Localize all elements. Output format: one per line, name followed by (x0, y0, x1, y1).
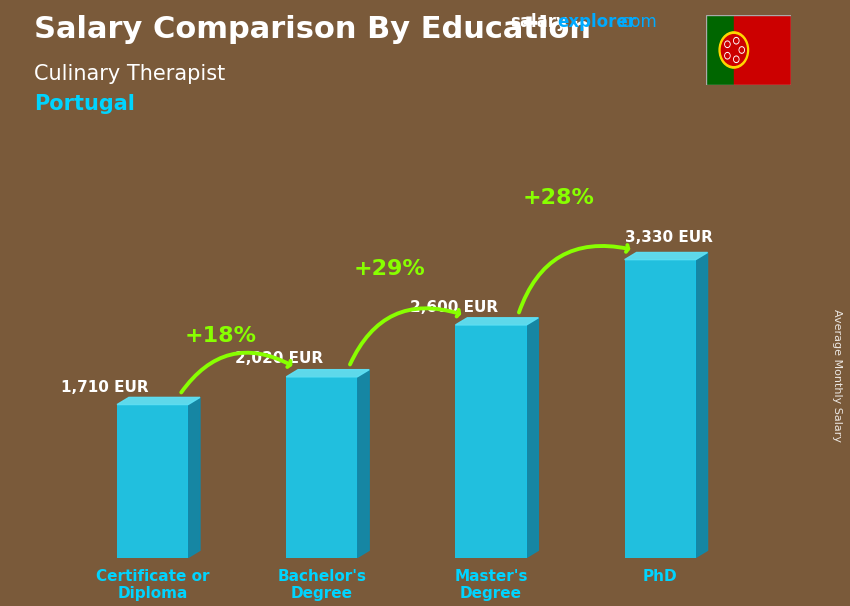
Polygon shape (188, 398, 200, 558)
Circle shape (725, 53, 730, 59)
Circle shape (725, 41, 730, 47)
Text: .com: .com (616, 13, 657, 32)
Text: +18%: +18% (184, 325, 256, 345)
Text: +29%: +29% (354, 259, 425, 279)
Circle shape (740, 47, 745, 53)
Bar (117, 405, 188, 558)
Text: Salary Comparison By Education: Salary Comparison By Education (34, 15, 591, 44)
Circle shape (734, 38, 739, 44)
Polygon shape (456, 318, 538, 325)
Text: 2,600 EUR: 2,600 EUR (410, 300, 498, 315)
Circle shape (740, 48, 744, 52)
Text: 1,710 EUR: 1,710 EUR (61, 380, 149, 395)
Polygon shape (695, 253, 707, 558)
Text: Culinary Therapist: Culinary Therapist (34, 64, 225, 84)
Bar (456, 325, 526, 558)
Circle shape (734, 39, 738, 43)
Polygon shape (625, 253, 707, 259)
Text: explorer: explorer (557, 13, 636, 32)
Circle shape (734, 56, 739, 62)
Bar (706, 15, 734, 85)
Circle shape (719, 32, 749, 68)
Text: +28%: +28% (523, 188, 595, 208)
Circle shape (726, 54, 729, 58)
Text: 3,330 EUR: 3,330 EUR (625, 230, 712, 245)
Polygon shape (286, 370, 369, 377)
Polygon shape (526, 318, 538, 558)
Bar (286, 377, 357, 558)
Bar (734, 15, 790, 85)
Circle shape (726, 42, 729, 46)
Text: Portugal: Portugal (34, 94, 135, 114)
Bar (625, 259, 695, 558)
Polygon shape (357, 370, 369, 558)
Circle shape (734, 57, 738, 61)
Text: salary: salary (510, 13, 567, 32)
Text: 2,020 EUR: 2,020 EUR (235, 351, 324, 366)
Polygon shape (117, 398, 200, 405)
Circle shape (722, 35, 746, 65)
Text: Average Monthly Salary: Average Monthly Salary (832, 309, 842, 442)
